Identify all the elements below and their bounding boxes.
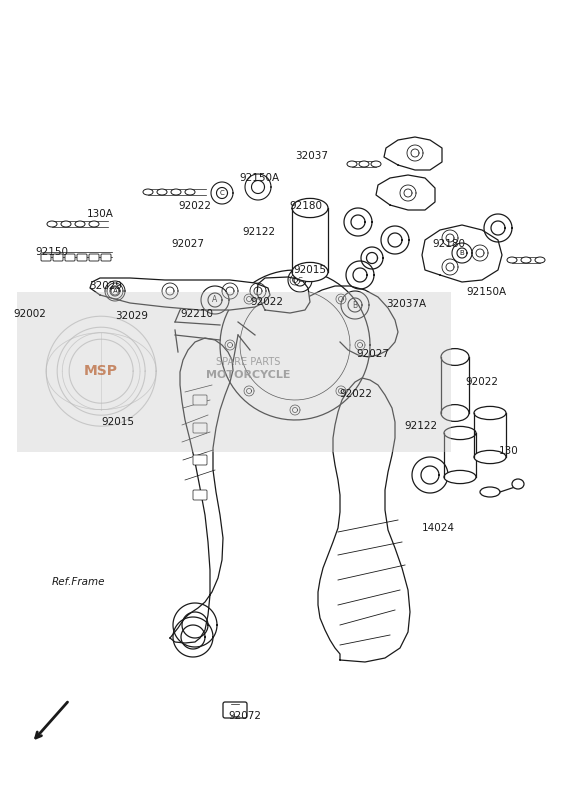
- Text: A: A: [113, 288, 117, 294]
- Ellipse shape: [441, 405, 469, 422]
- Text: 92022: 92022: [340, 390, 373, 399]
- Ellipse shape: [512, 479, 524, 489]
- Polygon shape: [376, 175, 435, 210]
- Ellipse shape: [292, 262, 328, 282]
- Text: 92015: 92015: [101, 418, 134, 427]
- Text: B: B: [460, 250, 464, 256]
- Ellipse shape: [371, 161, 381, 167]
- Ellipse shape: [47, 221, 57, 227]
- Ellipse shape: [521, 257, 531, 263]
- Ellipse shape: [292, 198, 328, 218]
- Text: 92022: 92022: [250, 298, 283, 307]
- Text: 92122: 92122: [243, 227, 276, 237]
- Text: 92150A: 92150A: [466, 287, 506, 297]
- Ellipse shape: [474, 450, 506, 464]
- Ellipse shape: [347, 161, 357, 167]
- Text: Ref.Frame: Ref.Frame: [52, 578, 106, 587]
- Text: 32037: 32037: [295, 151, 328, 161]
- Polygon shape: [474, 413, 506, 457]
- Text: MSP: MSP: [84, 364, 118, 378]
- Polygon shape: [170, 338, 233, 643]
- Text: 92122: 92122: [405, 422, 438, 431]
- Ellipse shape: [441, 349, 469, 366]
- Text: 92027: 92027: [172, 239, 205, 249]
- FancyBboxPatch shape: [101, 254, 111, 261]
- Text: 32029: 32029: [90, 282, 123, 291]
- Ellipse shape: [359, 161, 369, 167]
- Text: 92180: 92180: [289, 202, 322, 211]
- FancyBboxPatch shape: [41, 254, 51, 261]
- Polygon shape: [257, 277, 310, 313]
- Text: 32037A: 32037A: [386, 299, 426, 309]
- Ellipse shape: [157, 189, 167, 195]
- Ellipse shape: [444, 426, 476, 440]
- Text: 92150: 92150: [36, 247, 69, 257]
- Polygon shape: [444, 433, 476, 477]
- Text: 92022: 92022: [178, 202, 211, 211]
- Text: SPARE PARTS: SPARE PARTS: [216, 357, 281, 366]
- Ellipse shape: [507, 257, 517, 263]
- Polygon shape: [90, 278, 270, 310]
- Ellipse shape: [75, 221, 85, 227]
- Text: 92210: 92210: [180, 309, 213, 318]
- Text: C: C: [298, 277, 302, 283]
- Text: 92022: 92022: [466, 377, 499, 386]
- FancyBboxPatch shape: [53, 254, 63, 261]
- Polygon shape: [384, 137, 442, 170]
- FancyBboxPatch shape: [223, 702, 247, 718]
- Ellipse shape: [185, 189, 195, 195]
- Text: MOTORCYCLE: MOTORCYCLE: [206, 370, 291, 380]
- Text: C: C: [220, 190, 224, 196]
- Bar: [17, 292, 451, 452]
- Text: B: B: [353, 301, 358, 310]
- Ellipse shape: [474, 406, 506, 419]
- Ellipse shape: [535, 257, 545, 263]
- FancyBboxPatch shape: [65, 254, 75, 261]
- Text: 130: 130: [499, 446, 518, 456]
- FancyBboxPatch shape: [193, 423, 207, 433]
- Polygon shape: [441, 357, 469, 413]
- FancyBboxPatch shape: [193, 490, 207, 500]
- FancyBboxPatch shape: [77, 254, 87, 261]
- Text: 14024: 14024: [422, 523, 455, 533]
- Ellipse shape: [171, 189, 181, 195]
- Ellipse shape: [61, 221, 71, 227]
- FancyBboxPatch shape: [193, 455, 207, 465]
- Ellipse shape: [89, 221, 99, 227]
- Text: A: A: [212, 295, 218, 305]
- Ellipse shape: [143, 189, 153, 195]
- Polygon shape: [422, 225, 502, 282]
- FancyBboxPatch shape: [193, 395, 207, 405]
- Text: 92150A: 92150A: [240, 173, 280, 182]
- Ellipse shape: [444, 470, 476, 483]
- Text: 92015: 92015: [294, 266, 327, 275]
- Text: 92072: 92072: [228, 711, 261, 721]
- Text: 130A: 130A: [87, 210, 113, 219]
- Text: 92002: 92002: [13, 310, 46, 319]
- FancyBboxPatch shape: [89, 254, 99, 261]
- Polygon shape: [292, 208, 328, 272]
- Polygon shape: [318, 378, 410, 662]
- Ellipse shape: [480, 487, 500, 497]
- Text: 32029: 32029: [116, 311, 149, 321]
- Text: 92027: 92027: [357, 350, 390, 359]
- Text: 92180: 92180: [432, 239, 465, 249]
